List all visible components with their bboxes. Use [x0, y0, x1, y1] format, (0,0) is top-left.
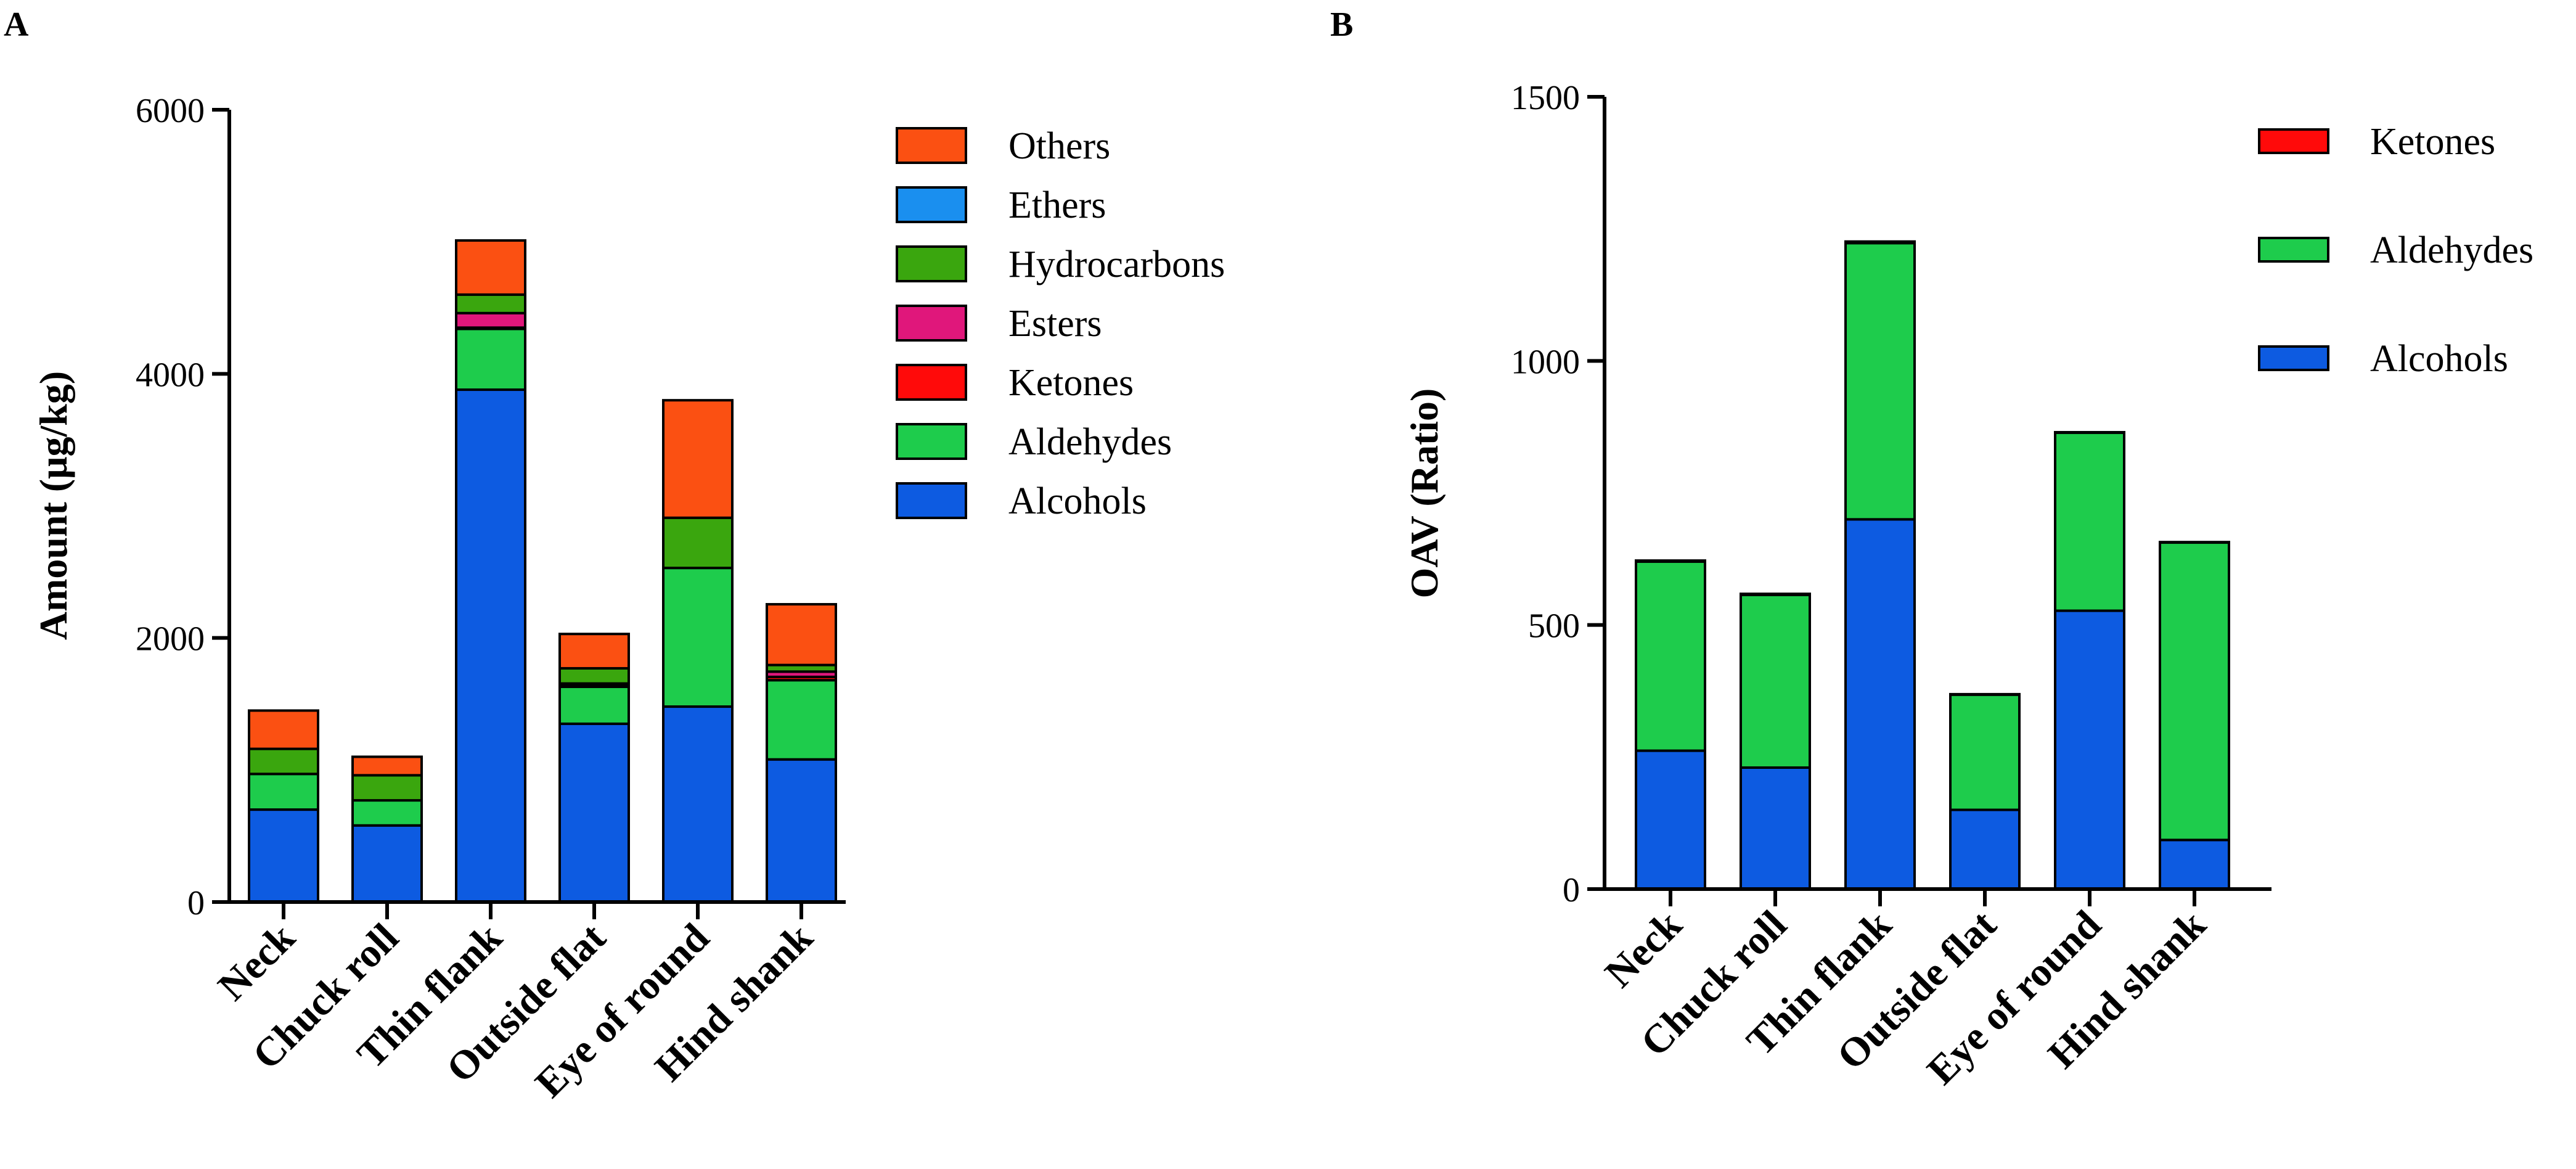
bar-hind-shank-aldehydes — [2159, 541, 2230, 842]
bar-neck-others — [248, 709, 319, 750]
panel-b-y-axis-title: OAV (Ratio) — [1402, 388, 1446, 599]
bar-eye-of-round-ketones — [2054, 430, 2125, 434]
legend-swatch-others — [896, 127, 967, 164]
panel-a-legend: Others Ethers Hydrocarbons Esters Ketones Ald… — [896, 125, 1225, 522]
bar-eye-of-round-aldehydes — [662, 567, 734, 708]
legend-label-ethers: Ethers — [1008, 184, 1106, 226]
bar-thin-flank-ketones — [1844, 240, 1916, 245]
y-tick-label: 2000 — [136, 620, 205, 658]
bar-outside-flat-ketones — [1949, 692, 2021, 696]
bar-outside-flat-others — [558, 633, 630, 670]
legend-label-aldehydes: Aldehydes — [2370, 229, 2533, 271]
panel-b-bars — [1635, 240, 2230, 891]
bar-outside-flat-aldehydes — [1949, 693, 2021, 811]
bar-hind-shank-others — [766, 603, 837, 667]
bar-neck-hydrocarbons — [248, 747, 319, 776]
bar-thin-flank-alcohols — [1844, 518, 1916, 890]
y-tick-label: 0 — [187, 884, 205, 922]
bar-chuck-roll-ketones — [1740, 593, 1811, 596]
bar-neck-ketones — [1635, 559, 1706, 563]
legend-swatch-alcohols — [896, 482, 967, 519]
bar-thin-flank-hydrocarbons — [455, 293, 526, 314]
legend-swatch-esters — [896, 305, 967, 342]
y-tick-label: 6000 — [136, 92, 205, 130]
legend-swatch-aldehydes — [2258, 237, 2329, 263]
y-tick-label: 1500 — [1511, 79, 1580, 117]
panel-a-label: A — [4, 6, 29, 44]
bar-chuck-roll-aldehydes — [351, 799, 423, 827]
legend-label-alcohols: Alcohols — [1008, 480, 1147, 522]
legend-label-hydrocarbons: Hydrocarbons — [1008, 244, 1225, 285]
bar-thin-flank-aldehydes — [1844, 242, 1916, 521]
bar-eye-of-round-alcohols — [662, 705, 734, 903]
legend-swatch-ketones — [2258, 128, 2329, 154]
bar-thin-flank-aldehydes — [455, 327, 526, 392]
bar-hind-shank-ketones — [2159, 541, 2230, 544]
legend-swatch-ketones — [896, 364, 967, 401]
legend-swatch-aldehydes — [896, 423, 967, 460]
legend-label-ketones: Ketones — [2370, 121, 2495, 163]
bar-outside-flat-aldehydes — [558, 685, 630, 725]
bar-eye-of-round-aldehydes — [2054, 431, 2125, 612]
bar-neck-alcohols — [248, 808, 319, 904]
legend-swatch-alcohols — [2258, 345, 2329, 371]
bar-outside-flat-alcohols — [558, 722, 630, 903]
bar-chuck-roll-alcohols — [351, 824, 423, 903]
bar-chuck-roll-aldehydes — [1740, 593, 1811, 769]
legend-label-others: Others — [1008, 125, 1110, 167]
bar-thin-flank-alcohols — [455, 388, 526, 903]
bar-neck-alcohols — [1635, 749, 1706, 891]
legend-label-alcohols: Alcohols — [2370, 338, 2508, 380]
bar-eye-of-round-alcohols — [2054, 609, 2125, 891]
panel-a-bars — [248, 239, 837, 904]
legend-label-ketones: Ketones — [1008, 362, 1134, 404]
y-tick-label: 1000 — [1511, 343, 1580, 381]
bar-eye-of-round-hydrocarbons — [662, 516, 734, 570]
legend-label-aldehydes: Aldehydes — [1008, 421, 1172, 463]
y-tick-label: 500 — [1528, 607, 1580, 646]
bar-neck-aldehydes — [248, 773, 319, 811]
y-tick-label: 4000 — [136, 356, 205, 394]
panel-b-y-ticks: 0 500 1000 1500 — [1511, 79, 1605, 909]
bar-outside-flat-hydrocarbons — [558, 667, 630, 685]
bar-thin-flank-others — [455, 239, 526, 296]
bar-hind-shank-alcohols — [2159, 839, 2230, 890]
legend-swatch-ethers — [896, 186, 967, 223]
legend-swatch-hydrocarbons — [896, 245, 967, 282]
panel-a-y-ticks: 0 2000 4000 6000 — [136, 92, 229, 922]
bar-outside-flat-alcohols — [1949, 808, 2021, 890]
bar-chuck-roll-others — [351, 755, 423, 777]
bar-chuck-roll-hydrocarbons — [351, 774, 423, 802]
x-tick-label-neck: Neck — [210, 915, 304, 1009]
legend-label-esters: Esters — [1008, 303, 1102, 345]
bar-hind-shank-alcohols — [766, 758, 837, 903]
bar-neck-aldehydes — [1635, 560, 1706, 752]
panel-a-y-axis-title: Amount (μg/kg) — [31, 371, 75, 640]
bar-thin-flank-esters — [455, 311, 526, 329]
panel-b-legend: Ketones Aldehydes Alcohols — [2258, 121, 2533, 380]
panel-b-label: B — [1330, 6, 1353, 44]
y-tick-label: 0 — [1563, 871, 1580, 909]
bar-chuck-roll-alcohols — [1740, 766, 1811, 891]
bar-hind-shank-aldehydes — [766, 679, 837, 761]
bar-eye-of-round-others — [662, 399, 734, 519]
x-tick-label-neck: Neck — [1597, 902, 1691, 996]
